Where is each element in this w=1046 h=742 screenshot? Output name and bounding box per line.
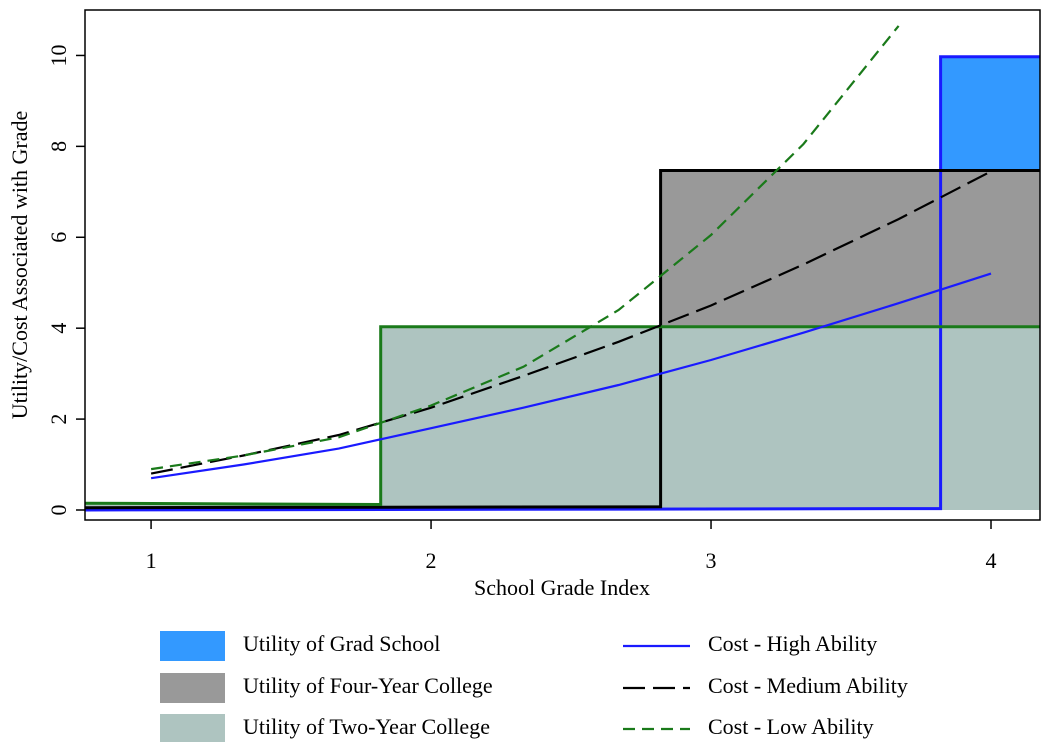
- cost-line: [150, 25, 900, 471]
- legend-label: Cost - Medium Ability: [708, 673, 908, 698]
- x-axis-label: School Grade Index: [474, 575, 650, 600]
- legend-label: Utility of Grad School: [243, 631, 440, 656]
- legend-swatch: [160, 714, 225, 742]
- y-tick-label: 10: [46, 44, 71, 66]
- y-tick-label: 0: [46, 505, 71, 516]
- legend-label: Cost - High Ability: [708, 631, 877, 656]
- legend-swatch: [160, 673, 225, 703]
- area-outline: [84, 169, 1040, 510]
- y-tick-label: 8: [46, 141, 71, 152]
- x-tick-label: 2: [426, 548, 437, 573]
- y-tick-label: 6: [46, 232, 71, 243]
- cost-line: [150, 272, 992, 480]
- area-fill: [85, 326, 1040, 510]
- plot-area: [84, 25, 1040, 512]
- area-outline: [84, 55, 1040, 512]
- x-tick-label: 4: [986, 548, 997, 573]
- y-tick-label: 2: [46, 414, 71, 425]
- x-tick-label: 1: [146, 548, 157, 573]
- cost-line: [150, 170, 992, 475]
- legend-swatch: [160, 631, 225, 661]
- x-tick-label: 3: [706, 548, 717, 573]
- plot-frame: [84, 9, 1041, 521]
- y-tick-label: 4: [46, 323, 71, 334]
- legend-label: Utility of Four-Year College: [243, 673, 493, 698]
- legend-label: Cost - Low Ability: [708, 714, 874, 739]
- legend-label: Utility of Two-Year College: [243, 714, 490, 739]
- y-axis-label: Utility/Cost Associated with Grade: [7, 111, 32, 420]
- area-outline: [84, 325, 1040, 507]
